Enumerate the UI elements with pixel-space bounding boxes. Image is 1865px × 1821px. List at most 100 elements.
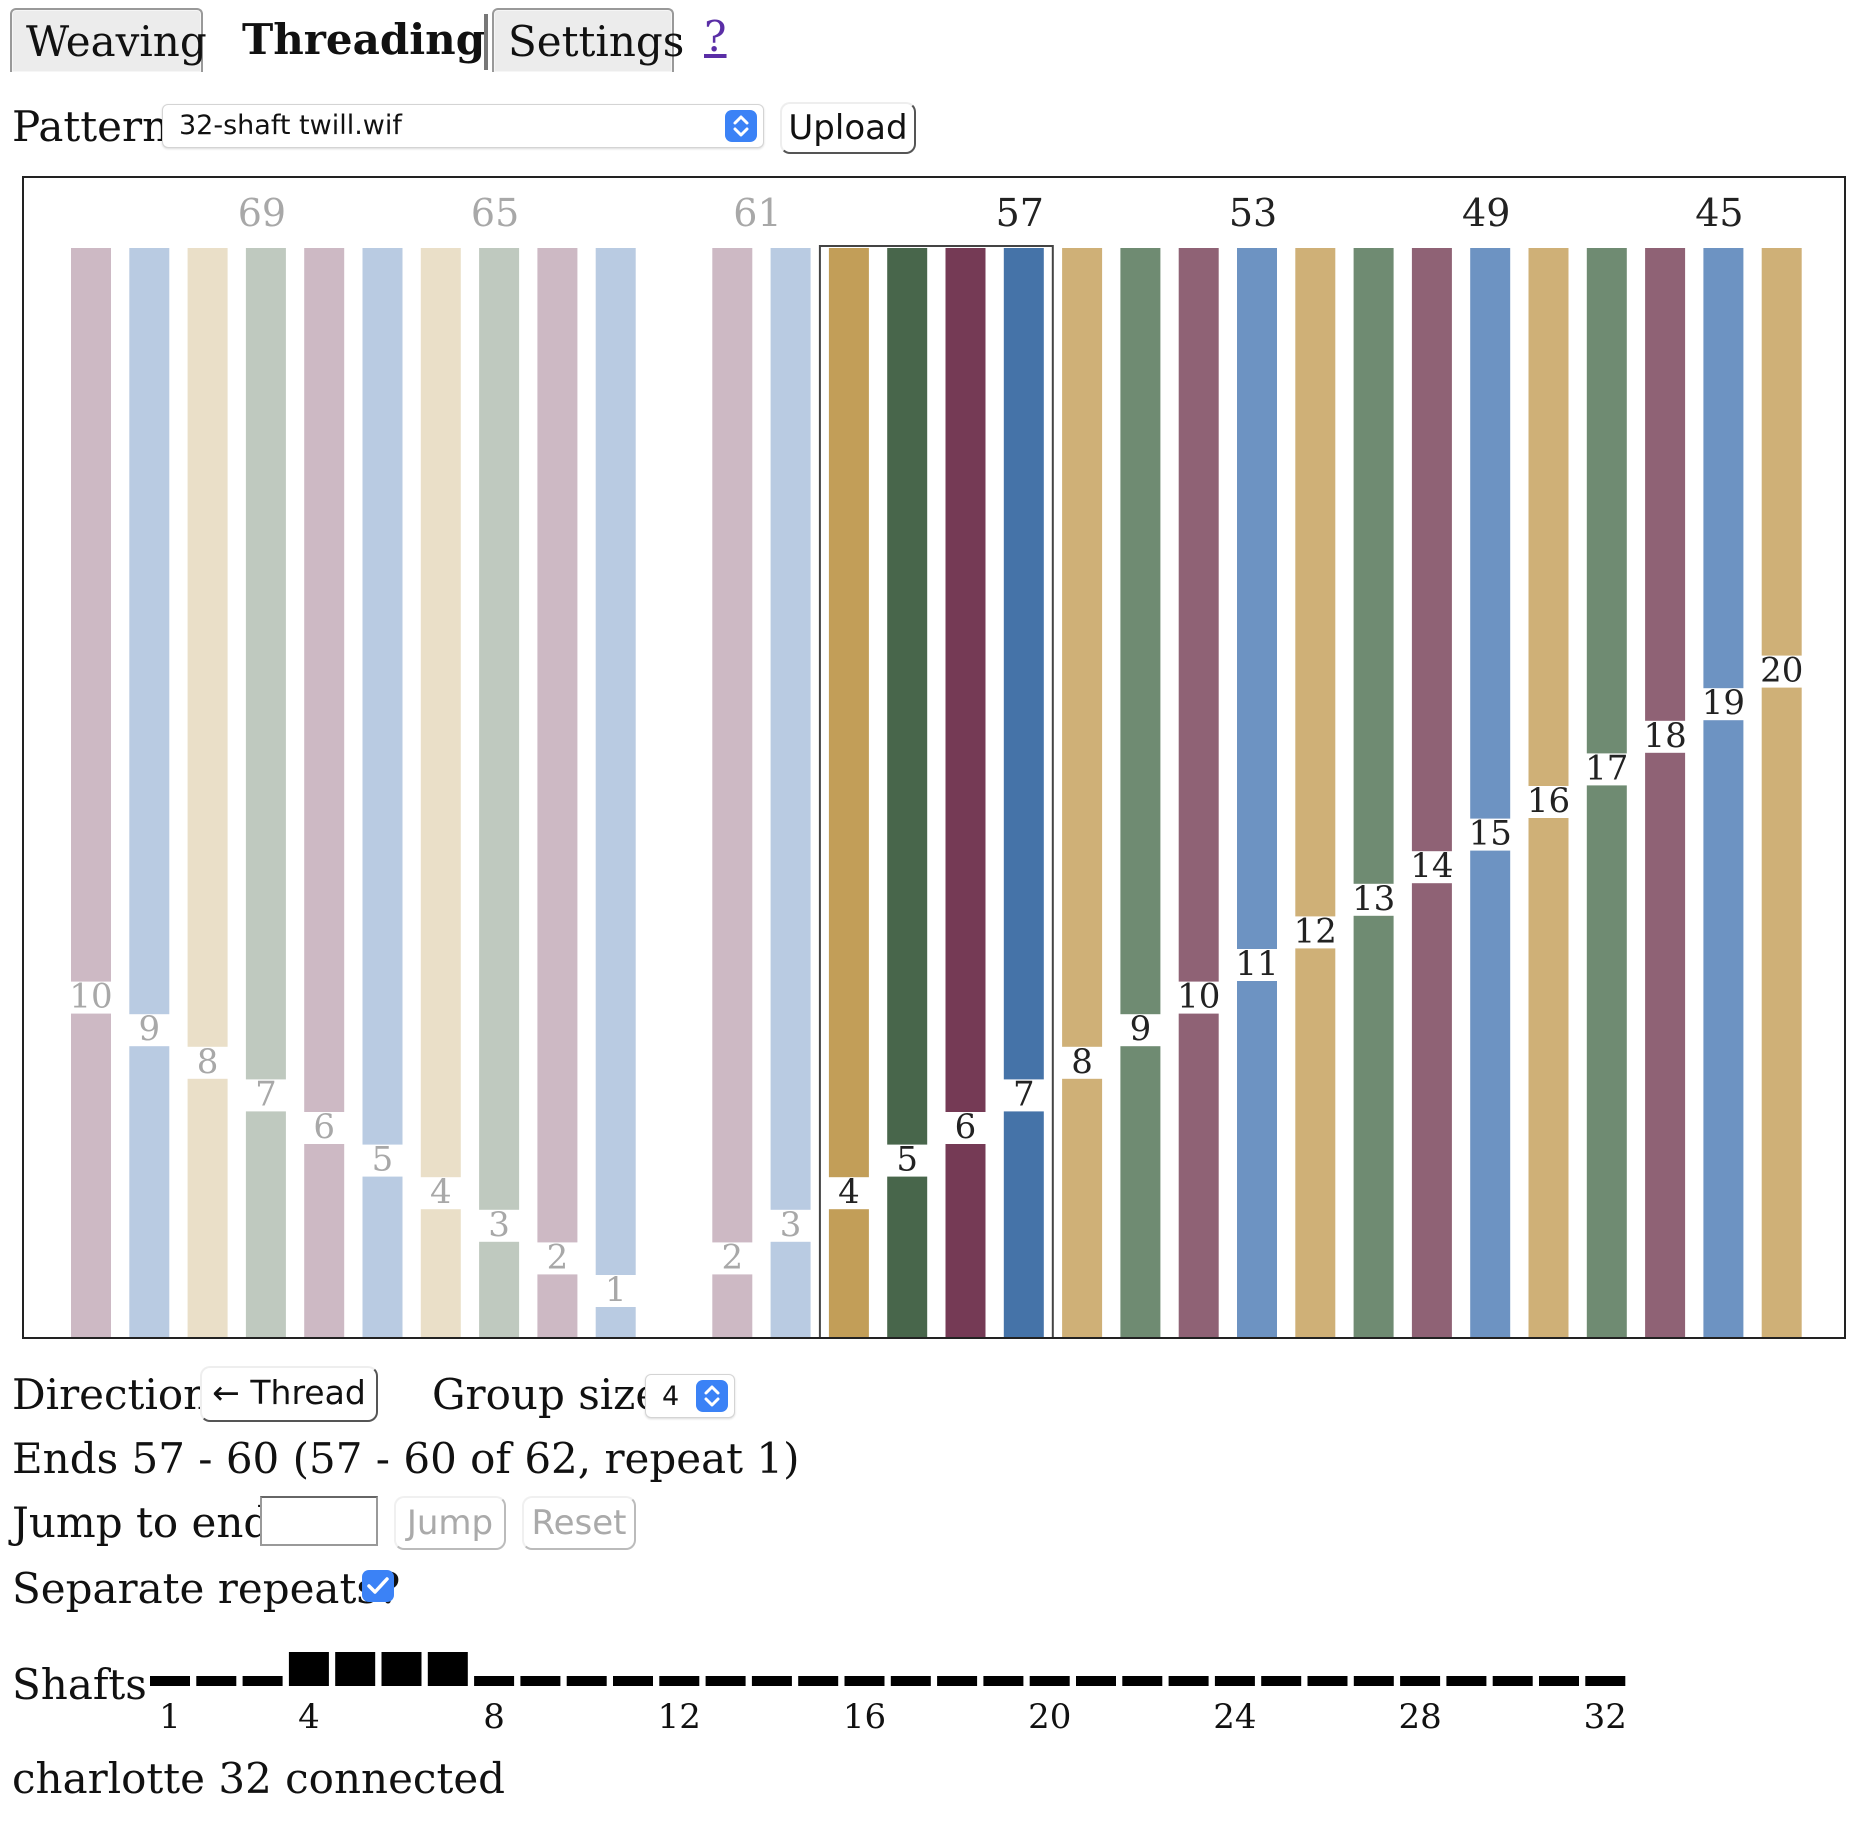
shaft-tick-label: 20: [1028, 1697, 1071, 1737]
shaft-lowered: [1076, 1676, 1116, 1686]
thread-bar-lower: [1353, 915, 1394, 1337]
separate-repeats-checkbox[interactable]: [362, 1570, 394, 1602]
tab-weaving[interactable]: Weaving: [10, 8, 207, 72]
thread-shaft-label: 3: [780, 1205, 802, 1245]
separate-repeats-label: Separate repeats?: [12, 1564, 401, 1613]
thread-shaft-label: 17: [1585, 748, 1628, 788]
thread-shaft-label: 5: [372, 1140, 394, 1180]
thread-column: 5: [362, 248, 403, 1337]
upload-button[interactable]: Upload: [780, 102, 916, 154]
connection-status: charlotte 32 connected: [12, 1754, 506, 1803]
tab-divider: [484, 14, 488, 70]
pattern-select[interactable]: 32-shaft twill.wif: [162, 104, 764, 148]
thread-bar-lower: [1645, 752, 1686, 1337]
thread-shaft-label: 16: [1527, 781, 1570, 821]
group-size-select[interactable]: 4: [645, 1374, 735, 1418]
thread-column: 11: [1235, 248, 1279, 1337]
thread-bar-lower: [1411, 883, 1452, 1337]
thread-bar-lower: [1003, 1111, 1044, 1337]
shaft-lowered: [1122, 1676, 1163, 1686]
thread-bar-upper: [1003, 248, 1044, 1080]
thread-column: 8: [1062, 248, 1103, 1337]
shaft-lowered: [705, 1676, 746, 1686]
thread-bar-lower: [71, 1013, 111, 1337]
current-group-frame: [818, 245, 1054, 1337]
end-number-label: 45: [1695, 191, 1743, 235]
thread-bar-lower: [828, 1209, 869, 1337]
tab-threading[interactable]: Threading: [242, 15, 486, 64]
thread-bar-lower: [1528, 818, 1569, 1337]
thread-bar-lower: [1703, 720, 1744, 1337]
jump-button[interactable]: Jump: [394, 1496, 506, 1550]
group-size-label: Group size: [432, 1370, 661, 1419]
shaft-raised: [427, 1652, 468, 1686]
end-number-label: 65: [471, 191, 519, 235]
thread-bar-upper: [828, 248, 869, 1178]
thread-column: 19: [1702, 248, 1745, 1337]
shaft-raised: [288, 1652, 329, 1686]
shaft-lowered: [242, 1676, 283, 1686]
shafts-label: Shafts: [12, 1660, 147, 1709]
thread-column: 6: [304, 248, 345, 1337]
thread-bar-upper: [1120, 248, 1161, 1015]
thread-bar-lower: [245, 1111, 286, 1337]
end-number-label: 57: [996, 191, 1044, 235]
thread-bar-upper: [945, 248, 986, 1112]
thread-bar-upper: [1178, 248, 1219, 982]
thread-shaft-label: 18: [1643, 716, 1686, 756]
thread-bar-upper: [479, 248, 520, 1210]
thread-column: 8: [187, 248, 228, 1337]
jump-end-input[interactable]: [260, 1496, 378, 1546]
shaft-raised: [335, 1652, 376, 1686]
shaft-tick-label: 16: [843, 1697, 886, 1737]
thread-column: 4: [420, 248, 461, 1337]
thread-bar-lower: [129, 1046, 170, 1337]
direction-button[interactable]: ← Thread: [200, 1366, 378, 1422]
direction-label: Direction: [12, 1370, 211, 1419]
shaft-raised: [381, 1652, 422, 1686]
thread-bar-upper: [304, 248, 345, 1112]
shaft-lowered: [1446, 1676, 1487, 1686]
thread-column: 13: [1352, 248, 1395, 1337]
jump-label: Jump to end: [12, 1498, 271, 1547]
thread-column: 3: [479, 248, 520, 1337]
help-link[interactable]: ?: [704, 12, 727, 61]
thread-bar-lower: [1120, 1046, 1161, 1337]
shaft-lowered: [983, 1676, 1024, 1686]
thread-bar-lower: [537, 1274, 578, 1337]
shaft-lowered: [196, 1676, 237, 1686]
thread-column: 3: [770, 248, 811, 1337]
thread-column: 7: [1003, 248, 1044, 1337]
thread-bar-upper: [420, 248, 461, 1178]
end-number-label: 61: [733, 191, 781, 235]
reset-button[interactable]: Reset: [522, 1496, 636, 1550]
thread-shaft-label: 1: [605, 1270, 627, 1310]
thread-bar-lower: [304, 1144, 345, 1337]
thread-column: 4: [828, 248, 869, 1337]
thread-bar-upper: [1470, 248, 1511, 819]
shaft-tick-label: 8: [483, 1697, 505, 1737]
shaft-tick-label: 32: [1584, 1697, 1627, 1737]
thread-bar-lower: [1586, 785, 1627, 1337]
thread-column: 16: [1527, 248, 1570, 1337]
shaft-lowered: [1214, 1676, 1255, 1686]
shaft-tick-label: 28: [1398, 1697, 1441, 1737]
shaft-lowered: [1029, 1676, 1070, 1686]
thread-bar-lower: [1470, 850, 1511, 1337]
thread-bar-lower: [479, 1241, 520, 1337]
shaft-lowered: [566, 1676, 607, 1686]
tab-settings[interactable]: Settings: [492, 8, 684, 72]
threading-view[interactable]: 10 9 8 7 6 5 4 3 2 1 2 3 4 5 6 7 8 9 10 11 12 13 14 15 16 17 18 19 2…: [22, 176, 1846, 1339]
thread-bar-upper: [245, 248, 286, 1080]
thread-bar-lower: [187, 1078, 228, 1337]
thread-shaft-label: 14: [1410, 846, 1453, 886]
thread-bar-upper: [1703, 248, 1744, 689]
thread-bar-upper: [362, 248, 403, 1145]
shaft-lowered: [890, 1676, 931, 1686]
end-number-label: 53: [1229, 191, 1277, 235]
shaft-lowered: [937, 1676, 978, 1686]
shaft-lowered: [1400, 1676, 1441, 1686]
thread-shaft-label: 8: [197, 1042, 219, 1082]
thread-bar-upper: [1586, 248, 1627, 754]
thread-bar-lower: [1295, 948, 1336, 1337]
